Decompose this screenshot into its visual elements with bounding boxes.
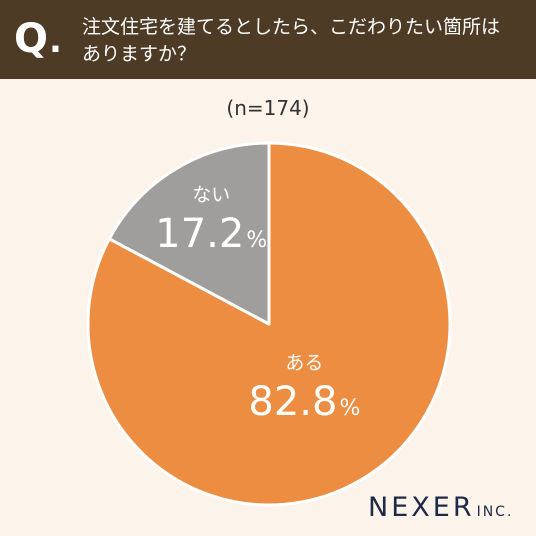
q-mark: Q. <box>14 16 62 62</box>
slice-category-label-2: ない <box>192 184 230 206</box>
question-line-1: 注文住宅を建てるとしたら、こだわりたい箇所は <box>82 16 501 38</box>
question-line-2: ありますか？ <box>82 43 197 65</box>
nexer-logo: NEXER INC. <box>368 492 513 523</box>
pie-slice-2 <box>107 141 271 326</box>
question-header: Q. 注文住宅を建てるとしたら、こだわりたい箇所は ありますか？ <box>0 0 536 79</box>
sample-size-label: (n=174) <box>226 96 310 120</box>
slice-value-label-1: 82.8% <box>248 379 360 425</box>
question-text: 注文住宅を建てるとしたら、こだわりたい箇所は ありますか？ <box>82 14 522 68</box>
logo-name: NEXER <box>368 492 475 523</box>
pie-slice-1 <box>86 141 452 507</box>
slice-category-label-1: ある <box>285 352 323 374</box>
slice-value-label-2: 17.2% <box>155 211 267 257</box>
logo-suffix: INC. <box>476 504 514 520</box>
